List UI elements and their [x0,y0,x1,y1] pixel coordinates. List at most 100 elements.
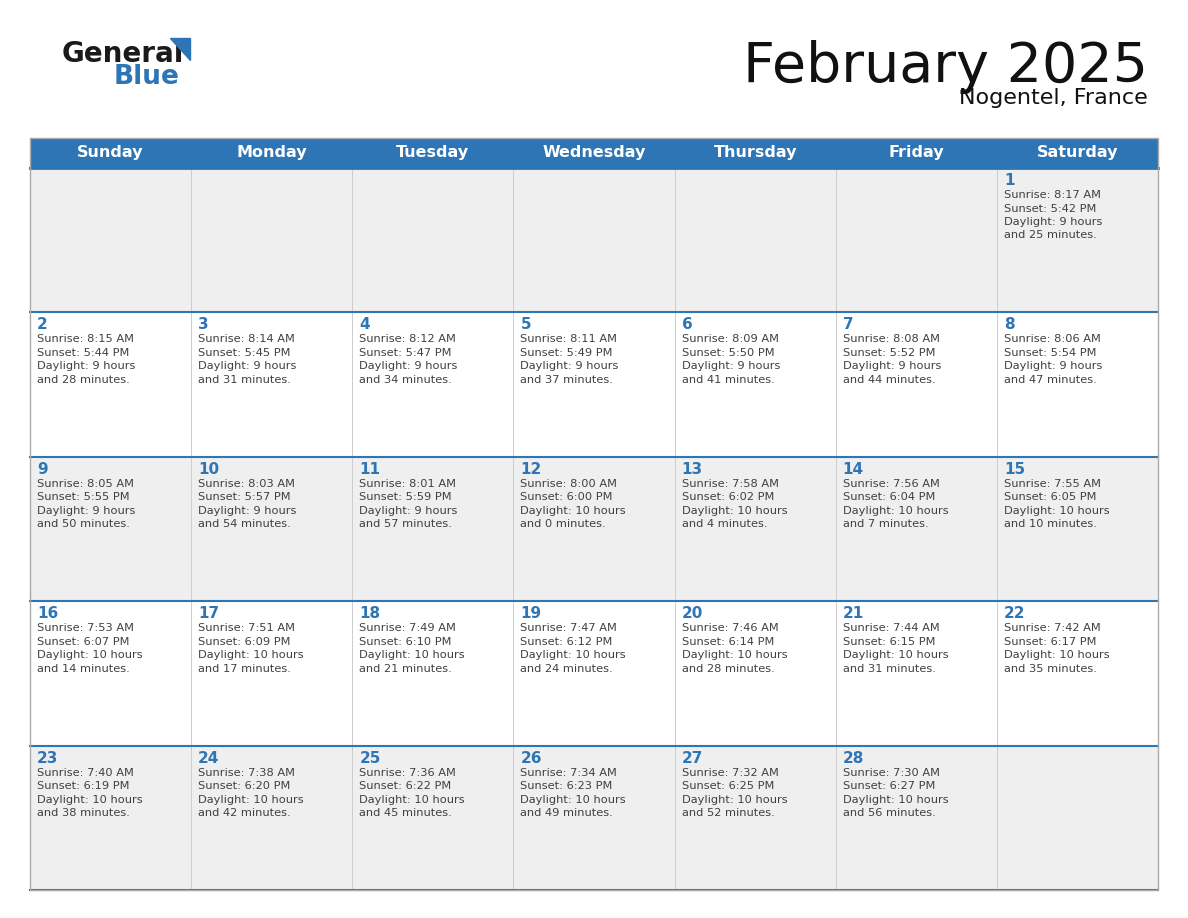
Text: Sunrise: 7:53 AM: Sunrise: 7:53 AM [37,623,134,633]
Text: and 49 minutes.: and 49 minutes. [520,808,613,818]
Text: 5: 5 [520,318,531,332]
Text: Daylight: 9 hours: Daylight: 9 hours [198,506,297,516]
Text: and 25 minutes.: and 25 minutes. [1004,230,1097,241]
Text: Sunset: 6:09 PM: Sunset: 6:09 PM [198,637,291,646]
Text: Sunrise: 7:36 AM: Sunrise: 7:36 AM [359,767,456,778]
Text: and 41 minutes.: and 41 minutes. [682,375,775,385]
Text: Sunset: 5:57 PM: Sunset: 5:57 PM [198,492,291,502]
Text: Sunset: 6:04 PM: Sunset: 6:04 PM [842,492,935,502]
Text: and 38 minutes.: and 38 minutes. [37,808,129,818]
Text: Sunset: 5:47 PM: Sunset: 5:47 PM [359,348,451,358]
Text: Sunrise: 7:55 AM: Sunrise: 7:55 AM [1004,479,1101,488]
Text: Sunset: 5:44 PM: Sunset: 5:44 PM [37,348,129,358]
Text: and 4 minutes.: and 4 minutes. [682,520,767,530]
Text: Sunrise: 7:30 AM: Sunrise: 7:30 AM [842,767,940,778]
Text: Sunrise: 8:00 AM: Sunrise: 8:00 AM [520,479,618,488]
Text: and 35 minutes.: and 35 minutes. [1004,664,1097,674]
Text: Sunset: 5:45 PM: Sunset: 5:45 PM [198,348,291,358]
Text: and 14 minutes.: and 14 minutes. [37,664,129,674]
Text: Monday: Monday [236,145,307,161]
Text: Sunrise: 8:08 AM: Sunrise: 8:08 AM [842,334,940,344]
Text: and 7 minutes.: and 7 minutes. [842,520,928,530]
Text: Sunset: 6:25 PM: Sunset: 6:25 PM [682,781,773,791]
Text: 2: 2 [37,318,48,332]
Text: Daylight: 10 hours: Daylight: 10 hours [359,795,465,804]
Text: and 44 minutes.: and 44 minutes. [842,375,935,385]
Text: Daylight: 9 hours: Daylight: 9 hours [37,362,135,372]
Text: and 54 minutes.: and 54 minutes. [198,520,291,530]
Polygon shape [170,38,190,60]
Text: Sunset: 5:52 PM: Sunset: 5:52 PM [842,348,935,358]
Text: Daylight: 10 hours: Daylight: 10 hours [682,795,788,804]
Text: 7: 7 [842,318,853,332]
Text: Daylight: 10 hours: Daylight: 10 hours [520,795,626,804]
Text: and 34 minutes.: and 34 minutes. [359,375,453,385]
Text: Sunset: 6:15 PM: Sunset: 6:15 PM [842,637,935,646]
Text: Blue: Blue [114,64,179,90]
Text: Daylight: 9 hours: Daylight: 9 hours [359,506,457,516]
Text: 9: 9 [37,462,48,476]
Text: Sunrise: 7:58 AM: Sunrise: 7:58 AM [682,479,778,488]
Text: Daylight: 10 hours: Daylight: 10 hours [842,506,948,516]
Text: and 50 minutes.: and 50 minutes. [37,520,129,530]
Text: Sunset: 6:27 PM: Sunset: 6:27 PM [842,781,935,791]
Text: Sunset: 6:19 PM: Sunset: 6:19 PM [37,781,129,791]
Text: Sunrise: 8:15 AM: Sunrise: 8:15 AM [37,334,134,344]
Text: Daylight: 10 hours: Daylight: 10 hours [359,650,465,660]
Bar [30,138,1158,890]
Text: 3: 3 [198,318,209,332]
Text: Sunrise: 8:01 AM: Sunrise: 8:01 AM [359,479,456,488]
Text: and 52 minutes.: and 52 minutes. [682,808,775,818]
Text: and 56 minutes.: and 56 minutes. [842,808,935,818]
Text: 6: 6 [682,318,693,332]
Text: Sunset: 6:07 PM: Sunset: 6:07 PM [37,637,129,646]
Text: 10: 10 [198,462,220,476]
Text: Sunrise: 7:34 AM: Sunrise: 7:34 AM [520,767,618,778]
Text: Sunset: 6:20 PM: Sunset: 6:20 PM [198,781,291,791]
Bar [30,745,1158,890]
Text: Sunrise: 7:40 AM: Sunrise: 7:40 AM [37,767,134,778]
Text: Thursday: Thursday [713,145,797,161]
Text: and 17 minutes.: and 17 minutes. [198,664,291,674]
Text: February 2025: February 2025 [742,40,1148,94]
Text: General: General [62,40,184,68]
Text: Sunset: 6:05 PM: Sunset: 6:05 PM [1004,492,1097,502]
Text: Sunset: 6:00 PM: Sunset: 6:00 PM [520,492,613,502]
Text: 1: 1 [1004,173,1015,188]
Text: and 31 minutes.: and 31 minutes. [198,375,291,385]
Text: Sunrise: 7:32 AM: Sunrise: 7:32 AM [682,767,778,778]
Text: Sunset: 6:12 PM: Sunset: 6:12 PM [520,637,613,646]
Text: 16: 16 [37,606,58,621]
Text: Daylight: 10 hours: Daylight: 10 hours [1004,650,1110,660]
Text: and 0 minutes.: and 0 minutes. [520,520,606,530]
Bar [30,138,1158,168]
Text: 20: 20 [682,606,703,621]
Text: Sunrise: 8:06 AM: Sunrise: 8:06 AM [1004,334,1101,344]
Text: and 24 minutes.: and 24 minutes. [520,664,613,674]
Text: and 42 minutes.: and 42 minutes. [198,808,291,818]
Text: Daylight: 10 hours: Daylight: 10 hours [198,795,304,804]
Text: Daylight: 9 hours: Daylight: 9 hours [359,362,457,372]
Text: Daylight: 9 hours: Daylight: 9 hours [842,362,941,372]
Text: Daylight: 10 hours: Daylight: 10 hours [842,650,948,660]
Text: Sunset: 6:23 PM: Sunset: 6:23 PM [520,781,613,791]
Text: and 57 minutes.: and 57 minutes. [359,520,453,530]
Text: Daylight: 10 hours: Daylight: 10 hours [198,650,304,660]
Text: Daylight: 10 hours: Daylight: 10 hours [842,795,948,804]
Text: Sunset: 5:55 PM: Sunset: 5:55 PM [37,492,129,502]
Text: 22: 22 [1004,606,1025,621]
Text: Sunrise: 8:09 AM: Sunrise: 8:09 AM [682,334,778,344]
Text: Sunset: 6:14 PM: Sunset: 6:14 PM [682,637,773,646]
Text: 19: 19 [520,606,542,621]
Text: Daylight: 10 hours: Daylight: 10 hours [682,650,788,660]
Text: 18: 18 [359,606,380,621]
Text: Tuesday: Tuesday [397,145,469,161]
Text: 27: 27 [682,751,703,766]
Text: Sunrise: 8:12 AM: Sunrise: 8:12 AM [359,334,456,344]
Text: 17: 17 [198,606,220,621]
Text: Sunrise: 7:56 AM: Sunrise: 7:56 AM [842,479,940,488]
Text: Daylight: 9 hours: Daylight: 9 hours [682,362,781,372]
Bar [30,601,1158,745]
Text: Sunset: 5:42 PM: Sunset: 5:42 PM [1004,204,1097,214]
Text: Daylight: 9 hours: Daylight: 9 hours [37,506,135,516]
